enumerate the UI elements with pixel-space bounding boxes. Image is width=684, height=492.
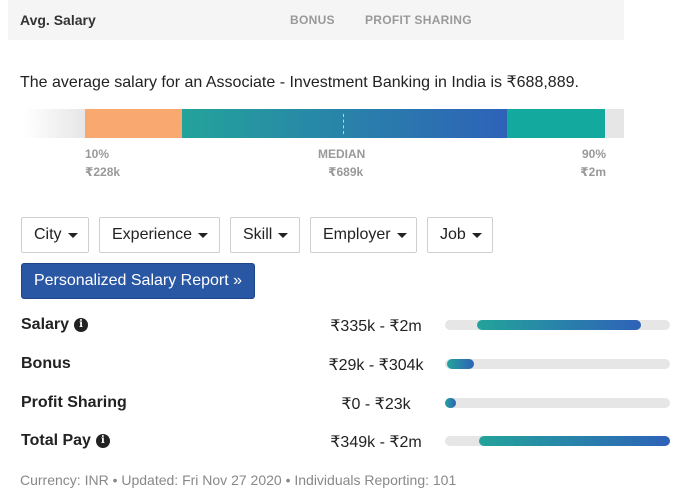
filter-city-label: City [34,226,62,243]
median-value: ₹689k [328,165,364,179]
salary-range-bar [24,109,624,138]
avg-salary-tab[interactable]: Avg. Salary [20,12,96,28]
pay-row-label: Profit Sharing [21,394,127,412]
pay-row-salary: Salary i ₹335k - ₹2m [21,316,671,336]
range-bar-high-segment [507,109,605,138]
data-footer: Currency: INR • Updated: Fri Nov 27 2020… [20,472,457,488]
pay-row-range: ₹29k - ₹304k [328,357,424,374]
filter-bar: City Experience Skill Employer Job [21,217,493,253]
pay-row-range: ₹335k - ₹2m [330,318,422,335]
pay-row-label: Bonus [21,355,71,373]
median-marker-line [343,114,344,134]
pay-range-fill [476,320,641,330]
pay-range-fill [478,436,670,446]
filter-city-dropdown[interactable]: City [21,217,89,253]
salary-summary: The average salary for an Associate - In… [20,74,579,91]
median-label: MEDIAN [318,147,366,161]
pay-row-label-text: Bonus [21,355,71,372]
pay-range-fill [447,359,475,369]
pay-row-label-text: Salary [21,316,70,333]
caret-down-icon [67,232,78,238]
filter-experience-dropdown[interactable]: Experience [99,217,220,253]
pay-row-label: Total Pay i [21,432,110,450]
percentile-10-label: 10% [85,147,110,161]
pay-row-profit-sharing: Profit Sharing ₹0 - ₹23k [21,394,671,414]
tab-profit-sharing[interactable]: PROFIT SHARING [365,13,472,27]
filter-employer-label: Employer [323,226,391,243]
percentile-10-marker: 10% ₹228k [85,145,120,181]
percentile-90-label: 90% [581,147,606,161]
tab-bonus[interactable]: BONUS [290,13,335,27]
percentile-10-value: ₹228k [85,165,121,179]
pay-range-track [445,436,670,446]
pay-range-fill [445,398,457,408]
avg-salary-header [8,0,624,40]
pay-range-track [445,398,670,408]
pay-row-range: ₹0 - ₹23k [341,396,411,413]
caret-down-icon [198,232,209,238]
range-bar-fade [24,109,85,138]
pay-row-label: Salary i [21,316,89,334]
filter-employer-dropdown[interactable]: Employer [310,217,417,253]
pay-row-label-text: Profit Sharing [21,394,127,411]
pay-range-track [445,320,670,330]
percentile-90-value: ₹2m [580,165,606,179]
caret-down-icon [396,232,407,238]
info-icon[interactable]: i [95,434,110,448]
filter-job-dropdown[interactable]: Job [427,217,493,253]
info-icon[interactable]: i [74,318,89,332]
filter-experience-label: Experience [112,226,193,243]
pay-range-track [445,359,670,369]
range-bar-end [605,109,624,138]
caret-down-icon [471,232,482,238]
filter-job-label: Job [440,226,466,243]
percentile-90-marker: 90% ₹2m [570,145,606,181]
personalized-salary-report-button[interactable]: Personalized Salary Report » [21,263,255,299]
pay-row-label-text: Total Pay [21,432,91,449]
caret-down-icon [278,232,289,238]
median-marker: MEDIAN ₹689k [318,145,365,181]
pay-row-range: ₹349k - ₹2m [330,434,422,451]
filter-skill-dropdown[interactable]: Skill [230,217,300,253]
filter-skill-label: Skill [243,226,273,243]
range-bar-mid-segment [182,109,507,138]
pay-row-bonus: Bonus ₹29k - ₹304k [21,355,671,375]
pay-row-total-pay: Total Pay i ₹349k - ₹2m [21,432,671,452]
range-bar-low-segment [85,109,182,138]
